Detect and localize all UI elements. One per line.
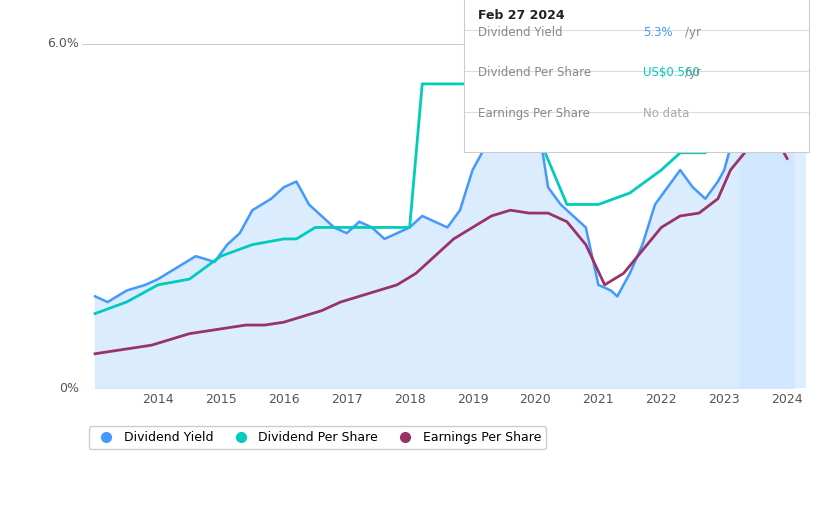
Text: Past: Past (743, 30, 769, 43)
Text: Feb 27 2024: Feb 27 2024 (478, 9, 564, 22)
Text: 0%: 0% (59, 382, 80, 395)
Text: Dividend Per Share: Dividend Per Share (478, 66, 591, 79)
Text: /yr: /yr (685, 25, 700, 39)
Text: 6.0%: 6.0% (48, 37, 80, 50)
Text: No data: No data (643, 107, 690, 120)
Text: Dividend Yield: Dividend Yield (478, 25, 562, 39)
Text: /yr: /yr (685, 66, 700, 79)
Text: Earnings Per Share: Earnings Per Share (478, 107, 589, 120)
Bar (740, 15, 806, 388)
Text: US$0.560: US$0.560 (643, 66, 700, 79)
Legend: Dividend Yield, Dividend Per Share, Earnings Per Share: Dividend Yield, Dividend Per Share, Earn… (89, 426, 546, 449)
Text: 5.3%: 5.3% (643, 25, 672, 39)
